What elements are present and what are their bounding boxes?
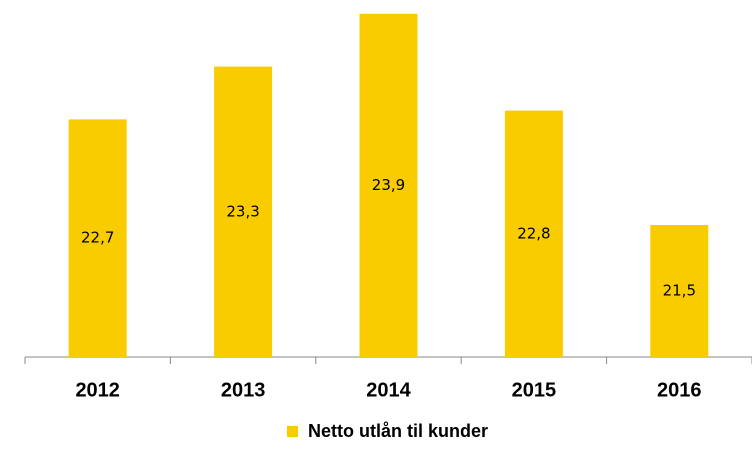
bar [650,225,709,357]
x-tick-label: 2015 [512,379,557,401]
data-label: 23,9 [372,176,405,194]
legend-swatch [287,426,298,437]
data-label: 22,7 [81,229,114,247]
bar [359,13,418,358]
bar [68,119,127,358]
bar [504,110,563,357]
x-tick-label: 2014 [366,379,411,401]
data-label: 22,8 [517,224,550,242]
legend-label: Netto utlån til kunder [308,421,488,441]
x-tick-label: 2016 [657,379,702,401]
data-label: 21,5 [663,282,696,300]
bar [214,66,273,357]
data-label: 23,3 [226,202,259,220]
x-tick-label: 2012 [75,379,120,401]
x-tick-label: 2013 [221,379,266,401]
